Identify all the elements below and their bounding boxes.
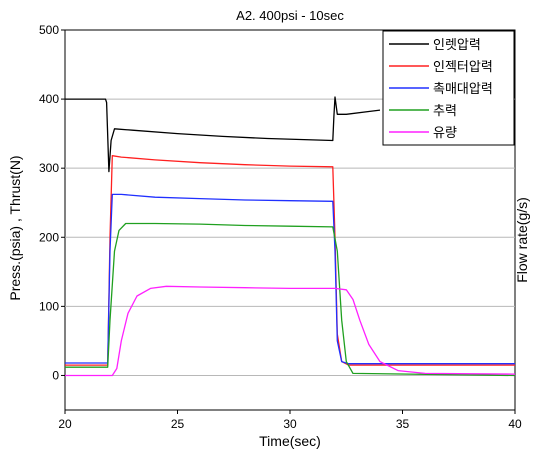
- x-tick-label: 20: [58, 417, 72, 431]
- y-tick-label: 0: [52, 368, 59, 382]
- y-tick-label: 500: [39, 23, 59, 37]
- y-axis-title-right: Flow rate(g/s): [514, 197, 530, 283]
- x-tick-label: 40: [508, 417, 522, 431]
- chart-title: A2. 400psi - 10sec: [236, 8, 344, 23]
- x-tick-label: 25: [171, 417, 185, 431]
- y-tick-label: 300: [39, 161, 59, 175]
- series-lines: [65, 96, 516, 377]
- y-tick-label: 400: [39, 92, 59, 106]
- legend-label: 인젝터압력: [433, 60, 493, 75]
- legend-label: 유량: [433, 126, 457, 141]
- legend-label: 인렛압력: [433, 38, 481, 53]
- series-line-1: [65, 96, 381, 173]
- legend-label: 촉매대압력: [433, 82, 493, 97]
- y-axis-title-left: Press.(psia) , Thrust(N): [7, 155, 23, 300]
- legend-label: 추력: [433, 104, 457, 119]
- series-line-3: [65, 193, 515, 365]
- axis-ticks: 0 100 200 300 400 500 20 25 30 35 40: [39, 23, 522, 431]
- series-line-4: [65, 222, 516, 377]
- y-tick-label: 100: [39, 299, 59, 313]
- x-tick-label: 35: [396, 417, 410, 431]
- x-tick-label: 30: [283, 417, 297, 431]
- series-line-5: [65, 285, 516, 377]
- y-tick-label: 200: [39, 230, 59, 244]
- x-axis-title: Time(sec): [259, 433, 321, 449]
